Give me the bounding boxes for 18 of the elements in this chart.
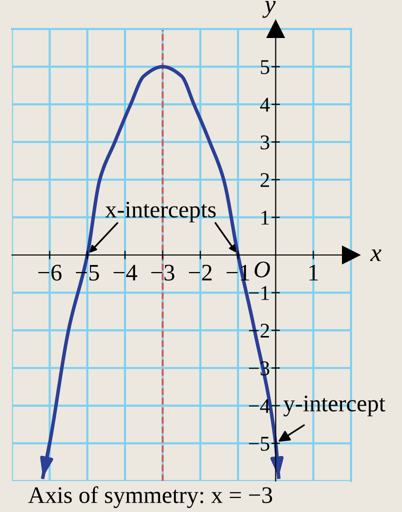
- y-tick-label: −1: [248, 286, 269, 300]
- annotation: y-intercept: [283, 396, 386, 416]
- x-axis-title: x: [370, 250, 382, 262]
- x-tick-label: −4: [114, 264, 138, 280]
- y-tick-label: 5: [260, 60, 270, 74]
- x-tick-label: −6: [38, 264, 62, 281]
- y-tick-label: 2: [260, 173, 269, 187]
- y-axis-title: y: [262, 1, 276, 18]
- x-tick-label: −2: [188, 264, 212, 280]
- annotation: O: [254, 262, 270, 278]
- y-tick-label: 4: [260, 98, 270, 112]
- ref-line-label: Axis of symmetry: x = −3: [28, 486, 272, 508]
- annotation: x-intercepts: [105, 202, 216, 222]
- y-tick-label: 1: [262, 210, 269, 225]
- y-tick-label: −5: [248, 436, 270, 451]
- x-tick-label: −3: [151, 264, 174, 281]
- y-tick-label: 3: [260, 135, 270, 150]
- x-tick-label: 1: [310, 264, 318, 280]
